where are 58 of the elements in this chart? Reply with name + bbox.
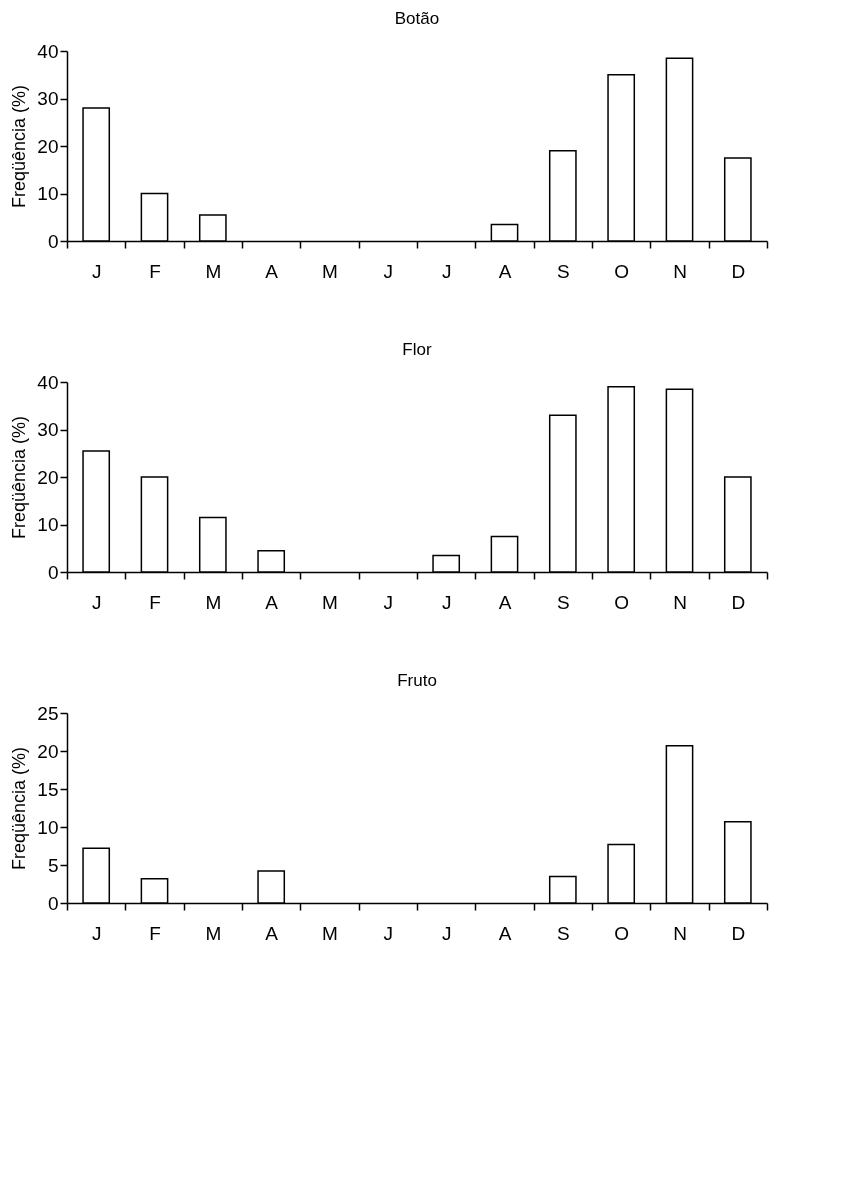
- y-tick-label: 15: [37, 778, 59, 800]
- x-tick-label: D: [731, 260, 746, 282]
- y-tick-label: 20: [37, 466, 59, 488]
- y-axis-title: Freqüência (%): [9, 746, 30, 871]
- x-tick-label: D: [731, 591, 746, 613]
- x-tick-label: M: [205, 922, 222, 944]
- x-tick-label: A: [498, 260, 512, 282]
- y-axis-title: Freqüência (%): [9, 415, 30, 540]
- x-tick-label: A: [498, 591, 512, 613]
- x-tick-label: J: [383, 922, 394, 944]
- chart-title: Fruto: [397, 671, 437, 690]
- y-tick-label: 20: [37, 135, 59, 157]
- x-tick-label: J: [441, 922, 452, 944]
- y-tick-label: 0: [47, 892, 59, 914]
- x-tick-label: J: [441, 591, 452, 613]
- y-tick-label: 30: [37, 88, 59, 109]
- x-tick-label: M: [322, 591, 338, 613]
- x-tick-label: A: [498, 922, 512, 944]
- y-tick-label: 40: [37, 40, 59, 62]
- y-tick-label: 40: [37, 371, 59, 393]
- y-tick-label: 10: [37, 183, 59, 204]
- x-tick-label: F: [149, 922, 161, 944]
- x-tick-label: S: [556, 591, 570, 613]
- x-tick-label: J: [441, 260, 452, 282]
- x-tick-label: O: [614, 260, 630, 282]
- x-tick-label: N: [673, 922, 687, 944]
- x-tick-label: J: [383, 260, 394, 282]
- y-tick-label: 20: [37, 740, 59, 762]
- y-tick-label: 25: [37, 702, 59, 724]
- x-tick-label: M: [205, 591, 222, 613]
- x-tick-label: M: [322, 922, 338, 944]
- y-tick-label: 10: [37, 816, 59, 838]
- x-tick-label: F: [149, 260, 161, 282]
- x-tick-label: O: [614, 591, 630, 613]
- chart-title: Botão: [394, 9, 440, 28]
- y-tick-label: 5: [47, 854, 59, 876]
- y-tick-label: 0: [47, 561, 59, 583]
- x-tick-label: M: [205, 260, 222, 282]
- y-tick-label: 10: [37, 514, 59, 535]
- x-tick-label: S: [556, 922, 570, 944]
- x-tick-label: F: [149, 591, 161, 613]
- x-tick-label: N: [673, 260, 687, 282]
- x-tick-label: A: [265, 922, 279, 944]
- x-tick-label: J: [383, 591, 394, 613]
- x-tick-label: J: [91, 922, 102, 944]
- x-tick-label: A: [265, 591, 279, 613]
- chart-title: Flor: [402, 340, 432, 359]
- x-tick-label: O: [614, 922, 630, 944]
- x-tick-label: D: [731, 922, 746, 944]
- y-axis-title: Freqüência (%): [9, 84, 30, 209]
- x-tick-label: J: [91, 591, 102, 613]
- x-tick-label: M: [322, 260, 338, 282]
- x-tick-label: N: [673, 591, 687, 613]
- x-tick-label: S: [556, 260, 570, 282]
- x-tick-label: A: [265, 260, 279, 282]
- y-tick-label: 30: [37, 419, 59, 440]
- y-tick-label: 0: [47, 230, 59, 252]
- x-tick-label: J: [91, 260, 102, 282]
